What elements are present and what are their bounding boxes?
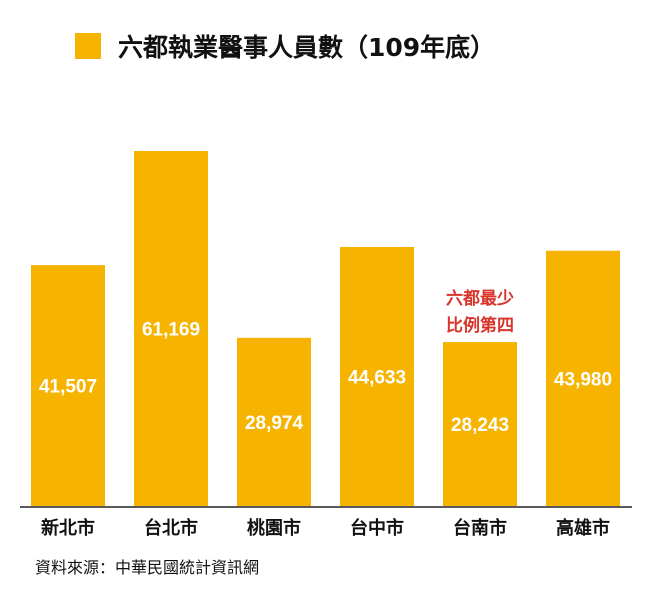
data-label: 61,169 [142,320,200,341]
bar-5 [443,342,517,506]
bar-2 [134,151,208,506]
category-label: 台南市 [453,517,507,539]
data-label: 43,980 [554,369,612,390]
data-label: 41,507 [39,377,97,398]
chart-title: 六都執業醫事人員數（109年底） [118,33,496,62]
data-label: 28,974 [245,413,304,434]
legend-swatch [75,33,101,59]
category-label: 桃園市 [247,517,301,539]
source-note: 資料來源：中華民國統計資訊網 [35,558,260,577]
bar-1 [31,265,105,506]
category-label: 新北市 [41,517,95,539]
bar-6 [546,250,620,506]
bar-4 [340,246,414,507]
annotation-text: 六都最少 [446,288,514,309]
data-label: 44,633 [348,367,406,388]
category-label: 高雄市 [556,517,610,539]
annotation-text: 比例第四 [446,315,514,336]
bar-3 [237,337,311,506]
category-label: 台北市 [144,517,198,539]
category-label: 台中市 [350,517,404,539]
data-label: 28,243 [451,415,509,436]
